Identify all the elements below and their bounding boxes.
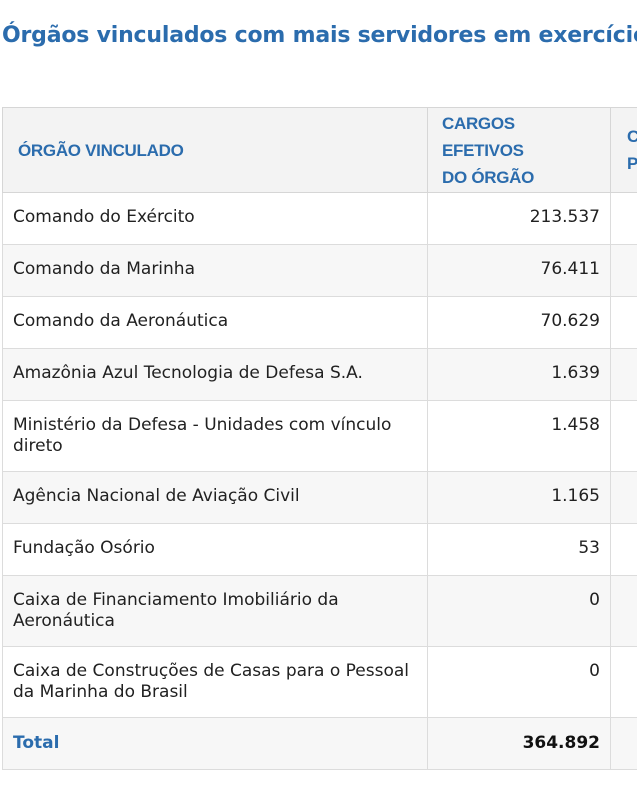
cell-orgao: Caixa de Financiamento Imobiliário da Ae… — [2, 575, 428, 647]
cell-cargos-efetivos: 70.629 — [427, 296, 611, 349]
cell-cargos-po — [610, 646, 637, 718]
cell-cargos-po — [610, 575, 637, 647]
cell-cargos-efetivos: 0 — [427, 646, 611, 718]
header-cargos-efetivos: CARGOS EFETIVOS DO ÓRGÃO — [427, 107, 611, 193]
header-cargos-po: CA PO — [610, 107, 637, 193]
table-row: Comando da Marinha 76.411 — [2, 244, 637, 297]
table-row: Caixa de Construções de Casas para o Pes… — [2, 646, 637, 718]
table-row: Ministério da Defesa - Unidades com vínc… — [2, 400, 637, 472]
data-table-container[interactable]: ÓRGÃO VINCULADO CARGOS EFETIVOS DO ÓRGÃO… — [2, 107, 637, 770]
total-cargos-efetivos: 364.892 — [427, 717, 611, 770]
cell-orgao: Comando da Marinha — [2, 244, 428, 297]
cell-cargos-efetivos: 213.537 — [427, 192, 611, 245]
cell-cargos-efetivos: 53 — [427, 523, 611, 576]
cell-orgao: Fundação Osório — [2, 523, 428, 576]
total-cargos-po — [610, 717, 637, 770]
page-title: Órgãos vinculados com mais servidores em… — [2, 23, 637, 48]
total-label: Total — [2, 717, 428, 770]
cell-orgao: Comando da Aeronáutica — [2, 296, 428, 349]
cell-cargos-efetivos: 76.411 — [427, 244, 611, 297]
cell-cargos-po — [610, 523, 637, 576]
table-row: Agência Nacional de Aviação Civil 1.165 — [2, 471, 637, 524]
total-row: Total 364.892 — [2, 717, 637, 770]
cell-cargos-po — [610, 471, 637, 524]
cell-orgao: Ministério da Defesa - Unidades com vínc… — [2, 400, 428, 472]
cell-cargos-efetivos: 1.165 — [427, 471, 611, 524]
cell-cargos-efetivos: 1.458 — [427, 400, 611, 472]
cell-cargos-po — [610, 296, 637, 349]
cell-cargos-efetivos: 0 — [427, 575, 611, 647]
table-row: Fundação Osório 53 — [2, 523, 637, 576]
cell-orgao: Agência Nacional de Aviação Civil — [2, 471, 428, 524]
table-row: Caixa de Financiamento Imobiliário da Ae… — [2, 575, 637, 647]
cell-cargos-po — [610, 244, 637, 297]
cell-cargos-po — [610, 192, 637, 245]
header-cargos-efetivos-line1: CARGOS EFETIVOS — [442, 113, 524, 160]
table-row: Amazônia Azul Tecnologia de Defesa S.A. … — [2, 348, 637, 401]
cell-cargos-po — [610, 400, 637, 472]
cell-cargos-po — [610, 348, 637, 401]
cell-cargos-efetivos: 1.639 — [427, 348, 611, 401]
cell-orgao: Caixa de Construções de Casas para o Pes… — [2, 646, 428, 718]
cell-orgao: Comando do Exército — [2, 192, 428, 245]
header-cargos-po-line2: PO — [627, 154, 637, 173]
cell-orgao: Amazônia Azul Tecnologia de Defesa S.A. — [2, 348, 428, 401]
servidores-table: ÓRGÃO VINCULADO CARGOS EFETIVOS DO ÓRGÃO… — [2, 107, 637, 770]
table-row: Comando da Aeronáutica 70.629 — [2, 296, 637, 349]
header-cargos-po-line1: CA — [627, 127, 637, 146]
table-header-row: ÓRGÃO VINCULADO CARGOS EFETIVOS DO ÓRGÃO… — [2, 107, 637, 193]
header-orgao-vinculado: ÓRGÃO VINCULADO — [2, 107, 428, 193]
header-cargos-efetivos-line2: DO ÓRGÃO — [442, 167, 535, 187]
table-row: Comando do Exército 213.537 — [2, 192, 637, 245]
